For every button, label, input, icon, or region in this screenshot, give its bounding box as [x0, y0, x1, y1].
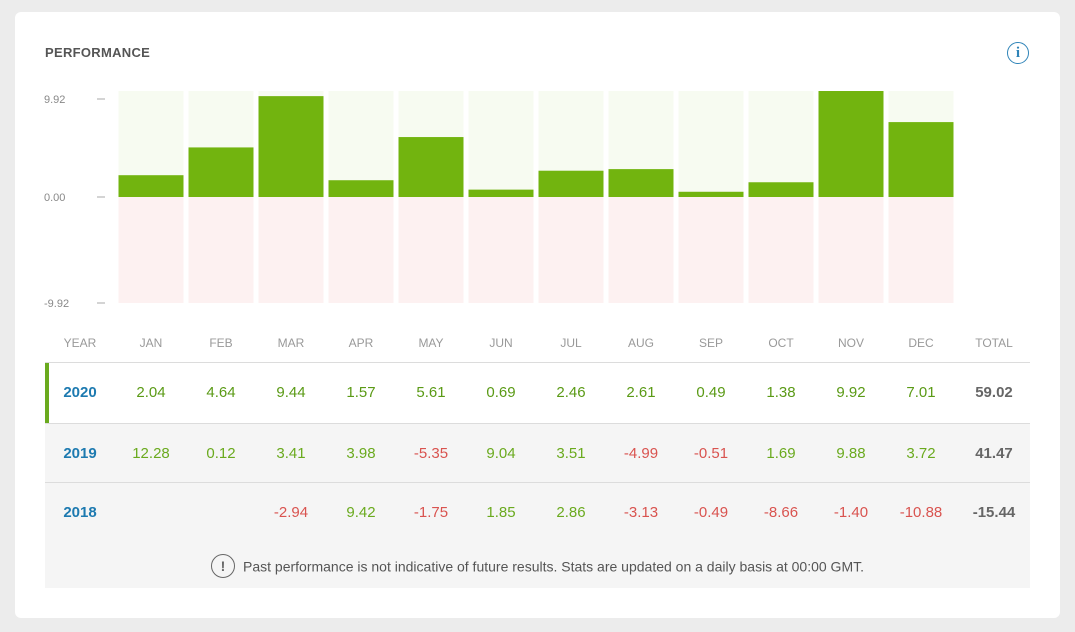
- month-value-cell: -5.35: [413, 445, 449, 462]
- column-header-jan: JAN: [139, 336, 163, 350]
- bar-may[interactable]: [398, 137, 464, 197]
- month-value-cell: 7.01: [906, 384, 936, 401]
- total-cell: -15.44: [972, 504, 1016, 521]
- column-positive-background: [328, 91, 394, 197]
- exclamation-icon: !: [211, 554, 235, 579]
- month-value-cell: 9.04: [486, 445, 516, 462]
- bar-aug[interactable]: [608, 169, 674, 197]
- total-cell: 41.47: [975, 445, 1013, 462]
- bar-jan[interactable]: [118, 175, 184, 197]
- month-value-cell: -0.49: [693, 504, 729, 521]
- column-negative-background: [748, 197, 814, 303]
- column-header-nov: NOV: [837, 336, 864, 350]
- column-negative-background: [678, 197, 744, 303]
- month-value-cell: -1.75: [413, 504, 449, 521]
- month-value-cell: 0.49: [696, 384, 726, 401]
- month-value-cell: -1.40: [833, 504, 869, 521]
- column-header-year: YEAR: [63, 336, 97, 350]
- column-header-may: MAY: [418, 336, 444, 350]
- month-value-cell: 4.64: [206, 384, 236, 401]
- total-cell: 59.02: [975, 384, 1013, 401]
- disclaimer-note: ! Past performance is not indicative of f…: [45, 543, 1030, 588]
- column-header-dec: DEC: [908, 336, 934, 350]
- bar-nov[interactable]: [818, 91, 884, 197]
- month-value-cell: 1.57: [346, 384, 376, 401]
- month-value-cell: 0.69: [486, 384, 516, 401]
- y-tick-label: 9.92: [44, 94, 65, 106]
- y-tick-label: 0.00: [44, 192, 65, 204]
- column-negative-background: [118, 197, 184, 303]
- column-header-aug: AUG: [627, 336, 654, 350]
- month-value-cell: 2.61: [626, 384, 656, 401]
- month-value-cell: -10.88: [899, 504, 943, 521]
- month-value-cell: -4.99: [623, 445, 659, 462]
- column-header-apr: APR: [348, 336, 374, 350]
- performance-chart: 9.92 0.00 -9.92: [44, 91, 954, 310]
- bar-dec[interactable]: [888, 122, 954, 197]
- disclaimer-text: Past performance is not indicative of fu…: [243, 558, 864, 575]
- column-negative-background: [468, 197, 534, 303]
- month-value-cell: 3.41: [276, 445, 306, 462]
- column-negative-background: [818, 197, 884, 303]
- column-negative-background: [258, 197, 324, 303]
- month-value-cell: 9.42: [346, 504, 376, 521]
- month-value-cell: 9.44: [276, 384, 306, 401]
- month-value-cell: 2.04: [136, 384, 166, 401]
- column-header-jun: JUN: [489, 336, 513, 350]
- column-negative-background: [188, 197, 254, 303]
- year-cell[interactable]: 2018: [63, 504, 97, 521]
- bar-feb[interactable]: [188, 147, 254, 197]
- bar-sep[interactable]: [678, 191, 744, 197]
- month-value-cell: 9.88: [836, 445, 866, 462]
- column-header-sep: SEP: [698, 336, 723, 350]
- info-icon[interactable]: i: [1007, 42, 1029, 64]
- bar-mar[interactable]: [258, 96, 324, 197]
- column-positive-background: [748, 91, 814, 197]
- column-header-mar: MAR: [277, 336, 305, 350]
- month-value-cell: 3.98: [346, 445, 376, 462]
- column-negative-background: [398, 197, 464, 303]
- month-value-cell: 2.46: [556, 384, 586, 401]
- bar-oct[interactable]: [748, 182, 814, 197]
- month-value-cell: -0.51: [693, 445, 729, 462]
- column-negative-background: [608, 197, 674, 303]
- month-value-cell: -3.13: [623, 504, 659, 521]
- column-header-feb: FEB: [209, 336, 233, 350]
- column-header-jul: JUL: [560, 336, 582, 350]
- page-title: PERFORMANCE: [45, 45, 151, 60]
- year-cell[interactable]: 2020: [63, 384, 97, 401]
- month-value-cell: 5.61: [416, 384, 446, 401]
- performance-card: PERFORMANCE i 9.92 0.00 -9.92 YEAR JAN FEB MA…: [15, 12, 1060, 618]
- month-value-cell: 2.86: [556, 504, 586, 521]
- table-row-2018[interactable]: 2018 -2.94 9.42 -1.75 1.85 2.86 -3.13 -0.49 -8.6…: [45, 482, 1030, 543]
- column-negative-background: [328, 197, 394, 303]
- month-value-cell: 1.38: [766, 384, 796, 401]
- month-value-cell: 3.72: [906, 445, 936, 462]
- month-value-cell: 12.28: [132, 445, 170, 462]
- month-value-cell: -8.66: [763, 504, 799, 521]
- y-tick-label: -9.92: [44, 298, 69, 310]
- column-positive-background: [678, 91, 744, 197]
- column-negative-background: [538, 197, 604, 303]
- month-value-cell: 3.51: [556, 445, 586, 462]
- bar-jul[interactable]: [538, 170, 604, 197]
- bar-apr[interactable]: [328, 180, 394, 197]
- column-positive-background: [468, 91, 534, 197]
- table-row-2020[interactable]: 2020 2.04 4.64 9.44 1.57 5.61 0.69 2.46 2.61 0.49…: [45, 362, 1030, 423]
- year-cell[interactable]: 2019: [63, 445, 97, 462]
- table-row-2019[interactable]: 2019 12.28 0.12 3.41 3.98 -5.35 9.04 3.51 -4.99 -…: [45, 423, 1030, 484]
- month-value-cell: 1.69: [766, 445, 796, 462]
- table-header: YEAR JAN FEB MAR APR MAY JUN JUL AUG SEP OCT NOV DEC…: [45, 323, 1030, 363]
- month-value-cell: 1.85: [486, 504, 516, 521]
- column-negative-background: [888, 197, 954, 303]
- month-value-cell: -2.94: [273, 504, 309, 521]
- bar-jun[interactable]: [468, 189, 534, 197]
- column-header-oct: OCT: [768, 336, 794, 350]
- column-header-total: TOTAL: [975, 336, 1013, 350]
- month-value-cell: 9.92: [836, 384, 866, 401]
- month-value-cell: 0.12: [206, 445, 236, 462]
